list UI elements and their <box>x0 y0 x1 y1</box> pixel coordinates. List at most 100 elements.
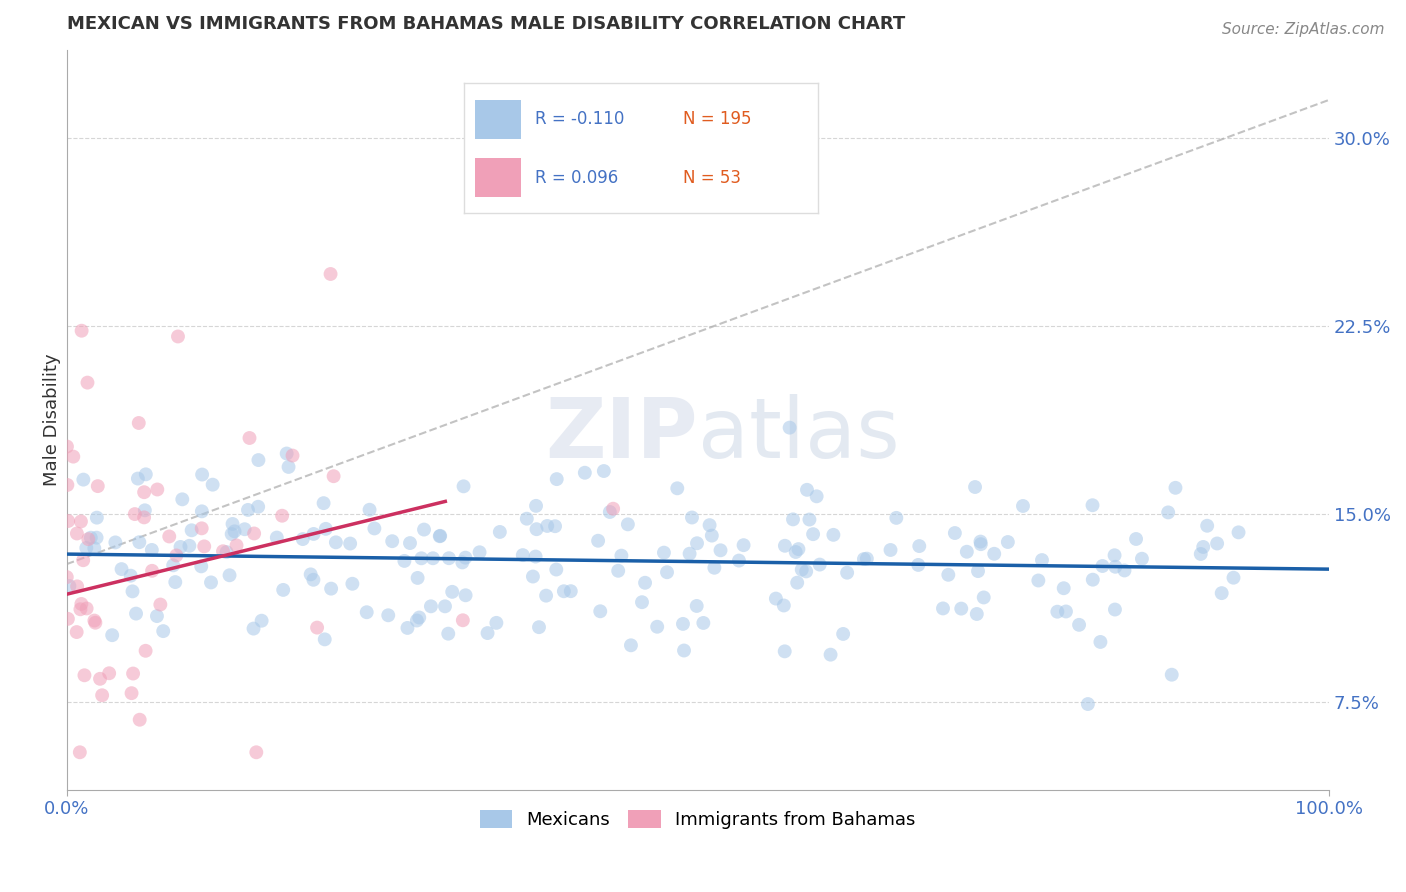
Point <box>149 598 172 612</box>
Point <box>70 597 93 611</box>
Point <box>132 510 155 524</box>
Text: ZIP: ZIP <box>546 394 697 475</box>
Point <box>1192 540 1215 554</box>
Point <box>936 567 959 582</box>
Point <box>586 533 609 548</box>
Point <box>477 626 499 640</box>
Point <box>932 601 955 615</box>
Point <box>277 459 299 474</box>
Point <box>83 614 105 628</box>
Point <box>218 568 240 582</box>
Point <box>302 527 325 541</box>
Point <box>236 503 259 517</box>
Point <box>699 518 721 533</box>
Point <box>686 599 709 613</box>
Point <box>820 648 842 662</box>
Point <box>141 564 163 578</box>
Point <box>271 582 294 597</box>
Point <box>405 614 427 628</box>
Point <box>801 527 824 541</box>
Point <box>84 615 107 630</box>
Point <box>434 599 457 614</box>
Point <box>1227 525 1250 540</box>
Point <box>359 502 381 516</box>
Point <box>307 621 329 635</box>
Point <box>146 609 169 624</box>
Point <box>1028 574 1050 588</box>
Point <box>1160 667 1182 681</box>
Point <box>152 624 174 639</box>
Point <box>120 568 142 582</box>
Point <box>225 538 247 552</box>
Point <box>489 524 512 539</box>
Point <box>963 480 986 494</box>
Point <box>692 615 714 630</box>
Point <box>950 601 973 615</box>
Point <box>765 591 787 606</box>
Point <box>1077 697 1099 711</box>
Point <box>879 543 901 558</box>
Point <box>87 479 110 493</box>
Point <box>146 483 169 497</box>
Point <box>592 464 614 478</box>
Point <box>607 564 630 578</box>
Point <box>969 534 991 549</box>
Point <box>823 528 845 542</box>
Point <box>983 547 1005 561</box>
Point <box>1053 581 1076 595</box>
Text: atlas: atlas <box>697 394 900 475</box>
Point <box>1206 536 1229 550</box>
Point <box>363 521 385 535</box>
Point <box>672 616 695 631</box>
Point <box>1189 547 1212 561</box>
Text: MEXICAN VS IMMIGRANTS FROM BAHAMAS MALE DISABILITY CORRELATION CHART: MEXICAN VS IMMIGRANTS FROM BAHAMAS MALE … <box>66 15 905 33</box>
Point <box>56 570 79 584</box>
Point <box>101 628 124 642</box>
Point <box>1054 605 1077 619</box>
Point <box>454 588 477 602</box>
Point <box>631 595 654 609</box>
Point <box>610 549 633 563</box>
Point <box>1211 586 1233 600</box>
Point <box>250 614 273 628</box>
Point <box>394 554 416 568</box>
Point <box>271 508 294 523</box>
Point <box>1046 605 1069 619</box>
Point <box>599 505 621 519</box>
Point <box>468 545 491 559</box>
Point <box>399 536 422 550</box>
Point <box>1104 549 1126 563</box>
Point <box>411 551 433 566</box>
Point <box>128 535 150 549</box>
Point <box>56 478 79 492</box>
Point <box>121 584 143 599</box>
Point <box>121 686 143 700</box>
Point <box>247 500 270 514</box>
Point <box>104 535 127 549</box>
Point <box>785 545 807 559</box>
Point <box>681 510 703 524</box>
Point <box>377 608 399 623</box>
Point <box>72 473 94 487</box>
Point <box>238 431 260 445</box>
Point <box>190 559 212 574</box>
Point <box>534 589 557 603</box>
Point <box>422 551 444 566</box>
Y-axis label: Male Disability: Male Disability <box>44 353 60 486</box>
Point <box>527 620 550 634</box>
Point <box>1067 617 1090 632</box>
Point <box>396 621 419 635</box>
Point <box>602 501 624 516</box>
Point <box>66 526 89 541</box>
Point <box>157 529 180 543</box>
Point <box>652 546 675 560</box>
Point <box>110 562 132 576</box>
Point <box>76 376 98 390</box>
Text: Source: ZipAtlas.com: Source: ZipAtlas.com <box>1222 22 1385 37</box>
Point <box>620 638 643 652</box>
Point <box>98 666 121 681</box>
Point <box>419 599 441 614</box>
Point <box>1125 532 1147 546</box>
Point <box>58 579 80 593</box>
Point <box>191 504 214 518</box>
